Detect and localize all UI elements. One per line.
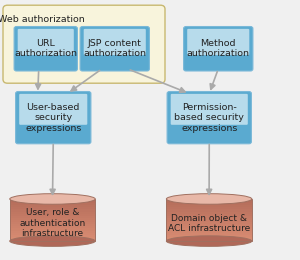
FancyBboxPatch shape — [84, 29, 146, 55]
Bar — [166, 203, 252, 205]
Bar — [10, 205, 95, 207]
Bar — [10, 199, 95, 201]
Bar — [166, 237, 252, 239]
Bar — [166, 210, 252, 212]
Bar — [10, 235, 95, 237]
Bar — [10, 207, 95, 210]
Bar — [166, 222, 252, 224]
Bar — [10, 222, 95, 224]
Bar — [10, 233, 95, 235]
Bar — [166, 233, 252, 235]
Text: User-based
security
expressions: User-based security expressions — [25, 103, 81, 133]
Bar — [10, 214, 95, 216]
Bar — [166, 226, 252, 229]
FancyBboxPatch shape — [3, 5, 165, 83]
Bar — [166, 205, 252, 207]
Bar — [10, 239, 95, 241]
FancyBboxPatch shape — [80, 27, 149, 71]
Bar — [10, 203, 95, 205]
Bar — [10, 220, 95, 222]
Text: Domain object &
ACL infrastructure: Domain object & ACL infrastructure — [168, 214, 250, 233]
Bar — [166, 224, 252, 226]
Bar — [10, 212, 95, 214]
FancyBboxPatch shape — [171, 94, 248, 125]
Bar — [166, 218, 252, 220]
FancyBboxPatch shape — [18, 29, 74, 55]
FancyBboxPatch shape — [16, 92, 91, 144]
Bar — [10, 216, 95, 218]
Text: Web authorization: Web authorization — [0, 15, 85, 24]
Bar — [10, 199, 95, 241]
Text: User, role &
authentication
infrastructure: User, role & authentication infrastructu… — [20, 209, 85, 238]
Text: Permission-
based security
expressions: Permission- based security expressions — [174, 103, 244, 133]
Bar — [166, 235, 252, 237]
Bar — [166, 239, 252, 241]
Bar — [10, 237, 95, 239]
Ellipse shape — [10, 236, 95, 246]
Ellipse shape — [10, 194, 95, 204]
Bar — [10, 226, 95, 229]
Bar — [10, 218, 95, 220]
Text: JSP content
authorization: JSP content authorization — [83, 39, 146, 58]
Bar — [166, 199, 252, 201]
Bar — [10, 201, 95, 203]
Bar — [10, 210, 95, 212]
FancyBboxPatch shape — [167, 92, 251, 144]
Bar — [10, 224, 95, 226]
Ellipse shape — [166, 236, 252, 246]
Bar — [166, 214, 252, 216]
FancyBboxPatch shape — [184, 27, 253, 71]
Bar — [166, 207, 252, 210]
Bar — [166, 229, 252, 231]
FancyBboxPatch shape — [14, 27, 77, 71]
Text: URL
authorization: URL authorization — [14, 39, 77, 58]
FancyBboxPatch shape — [187, 29, 249, 55]
Ellipse shape — [166, 194, 252, 204]
Bar — [166, 212, 252, 214]
Bar — [10, 229, 95, 231]
Bar — [166, 220, 252, 222]
Bar — [166, 201, 252, 203]
Bar — [166, 231, 252, 233]
Bar — [166, 216, 252, 218]
Bar — [166, 199, 252, 241]
Text: Method
authorization: Method authorization — [187, 39, 250, 58]
FancyBboxPatch shape — [19, 94, 87, 125]
Bar — [10, 231, 95, 233]
